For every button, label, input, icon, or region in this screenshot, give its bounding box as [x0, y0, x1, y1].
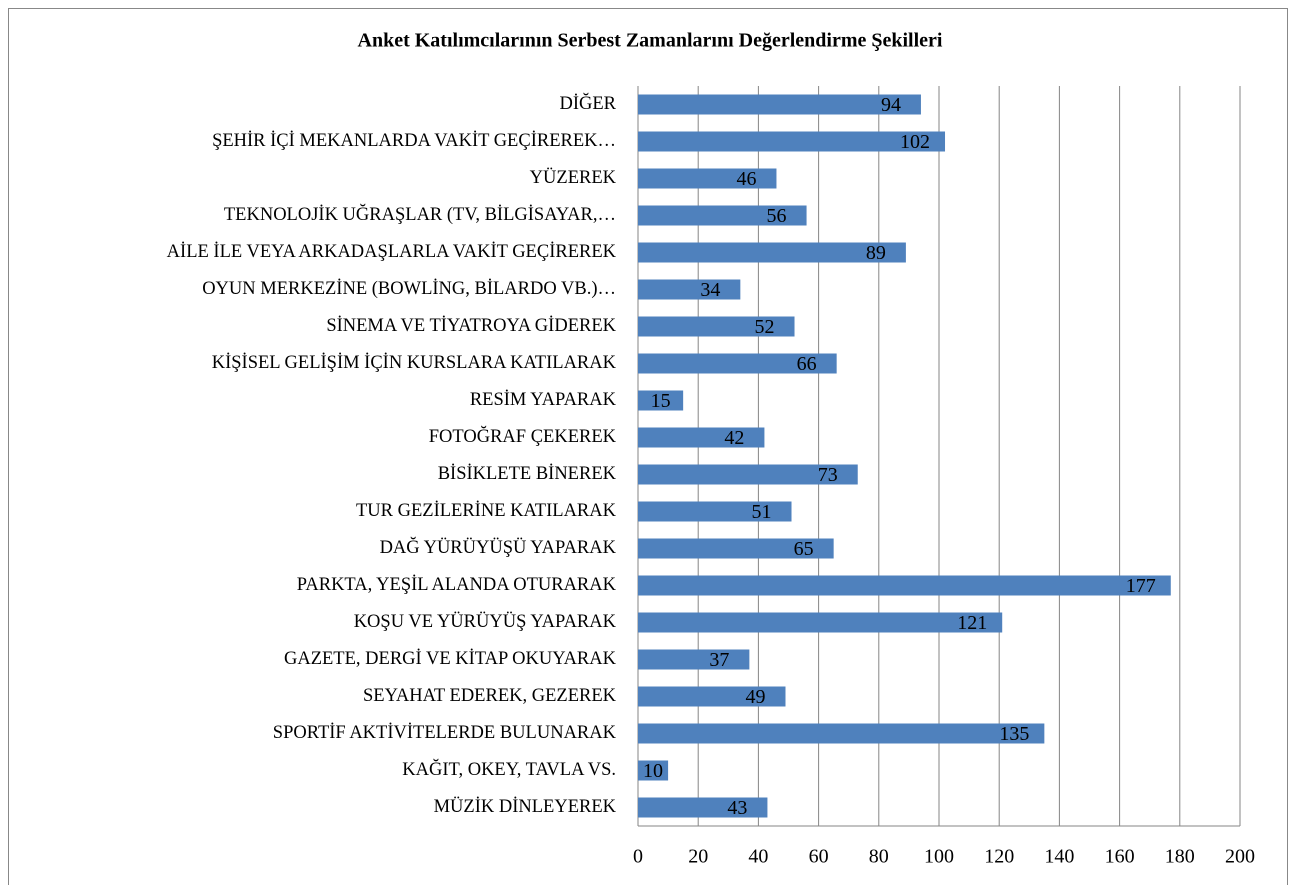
- y-tick-label: YÜZEREK: [530, 167, 617, 188]
- x-tick-label: 100: [924, 846, 954, 868]
- bar: [638, 390, 684, 411]
- y-tick-label: FOTOĞRAF ÇEKEREK: [429, 425, 617, 447]
- x-tick-label: 40: [748, 846, 768, 868]
- y-tick-label: TUR GEZİLERİNE KATILARAK: [356, 500, 617, 521]
- y-tick-label: RESİM YAPARAK: [470, 389, 617, 410]
- y-tick-label: AİLE İLE VEYA ARKADAŞLARLA VAKİT GEÇİRER…: [167, 241, 617, 262]
- data-label: 43: [727, 797, 747, 819]
- bar: [638, 279, 741, 300]
- x-tick-label: 160: [1105, 846, 1135, 868]
- y-tick-label: DİĞER: [559, 92, 616, 114]
- data-label: 89: [866, 242, 886, 264]
- data-label: 52: [755, 316, 775, 338]
- bar: [638, 205, 807, 226]
- data-label: 177: [1126, 575, 1156, 597]
- data-label: 121: [957, 612, 987, 634]
- data-label: 15: [651, 390, 671, 412]
- data-label: 34: [700, 279, 720, 301]
- bar: [638, 612, 1003, 633]
- x-tick-label: 80: [869, 846, 889, 868]
- x-tick-label: 200: [1225, 846, 1255, 868]
- bar: [638, 538, 834, 559]
- y-tick-label: KİŞİSEL GELİŞİM İÇİN KURSLARA KATILARAK: [212, 352, 617, 373]
- y-tick-label: ŞEHİR İÇİ MEKANLARDA VAKİT GEÇİREREK…: [212, 130, 616, 151]
- y-tick-label: SİNEMA VE TİYATROYA GİDEREK: [326, 315, 616, 336]
- bar: [638, 94, 921, 115]
- data-label: 66: [797, 353, 817, 375]
- bar: [638, 464, 858, 485]
- y-tick-label: BİSİKLETE BİNEREK: [438, 463, 617, 484]
- x-tick-label: 140: [1044, 846, 1074, 868]
- x-tick-label: 120: [984, 846, 1014, 868]
- bar: [638, 242, 906, 263]
- y-tick-label: SEYAHAT EDEREK, GEZEREK: [363, 686, 617, 706]
- y-tick-label: KOŞU VE YÜRÜYÜŞ YAPARAK: [354, 611, 617, 632]
- data-label: 135: [999, 723, 1029, 745]
- y-tick-label: TEKNOLOJİK UĞRAŞLAR (TV, BİLGİSAYAR,…: [224, 203, 616, 225]
- bar: [638, 353, 837, 374]
- x-tick-label: 20: [688, 846, 708, 868]
- y-tick-label: OYUN MERKEZİNE (BOWLİNG, BİLARDO VB.)…: [202, 278, 616, 299]
- y-tick-label: PARKTA, YEŞİL ALANDA OTURARAK: [297, 574, 617, 595]
- y-tick-label: KAĞIT, OKEY, TAVLA VS.: [402, 758, 616, 780]
- data-label: 42: [724, 427, 744, 449]
- data-label: 46: [736, 168, 756, 190]
- bar: [638, 686, 786, 707]
- data-label: 65: [794, 538, 814, 560]
- bar: [638, 168, 777, 189]
- data-label: 94: [881, 94, 901, 116]
- y-tick-label: MÜZİK DİNLEYEREK: [434, 796, 617, 817]
- x-tick-label: 0: [633, 846, 643, 868]
- data-label: 49: [745, 686, 765, 708]
- bar: [638, 797, 768, 818]
- x-tick-label: 180: [1165, 846, 1195, 868]
- bar: [638, 501, 792, 522]
- bar: [638, 649, 750, 670]
- bar: [638, 316, 795, 337]
- data-label: 56: [767, 205, 787, 227]
- chart-title: Anket Katılımcılarının Serbest Zamanları…: [358, 30, 943, 52]
- data-label: 102: [900, 131, 930, 153]
- y-tick-label: GAZETE, DERGİ VE KİTAP OKUYARAK: [284, 648, 617, 669]
- y-tick-label: SPORTİF AKTİVİTELERDE BULUNARAK: [273, 722, 617, 743]
- bar: [638, 760, 669, 781]
- x-tick-label: 60: [809, 846, 829, 868]
- data-label: 51: [752, 501, 772, 523]
- data-label: 73: [818, 464, 838, 486]
- data-label: 10: [643, 760, 663, 782]
- y-tick-label: DAĞ YÜRÜYÜŞÜ YAPARAK: [380, 536, 617, 558]
- bar: [638, 723, 1045, 744]
- data-label: 37: [709, 649, 729, 671]
- bar: [638, 575, 1171, 596]
- bar: [638, 427, 765, 448]
- bar: [638, 131, 946, 152]
